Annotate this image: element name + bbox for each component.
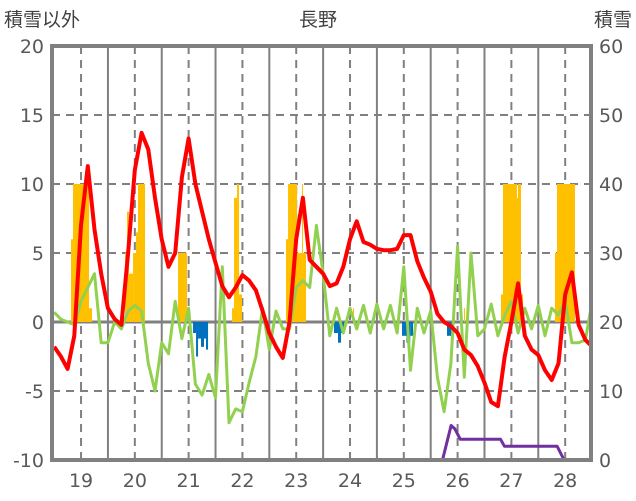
x-tick-label: 22: [230, 470, 254, 492]
right-tick-label: 10: [599, 381, 623, 403]
left-axis-title: 積雪以外: [4, 9, 80, 31]
blue-bar: [410, 322, 414, 336]
x-tick-label: 27: [499, 470, 523, 492]
blue-bar: [198, 322, 202, 339]
orange-bar: [237, 184, 240, 322]
orange-bar: [288, 184, 298, 322]
orange-bar: [518, 184, 521, 322]
chart-title: 長野: [299, 9, 337, 31]
plot-border: [50, 44, 593, 462]
blue-bar: [193, 322, 197, 334]
orange-bar: [557, 184, 575, 322]
x-tick-label: 20: [123, 470, 147, 492]
red-series-line: [52, 130, 593, 409]
blue-bar: [201, 322, 205, 347]
blue-bar: [334, 322, 339, 334]
right-tick-label: 60: [599, 36, 623, 58]
orange-bar: [234, 197, 238, 322]
orange-bar: [302, 184, 304, 322]
x-tick-label: 26: [446, 470, 470, 492]
right-axis-title: 積雪: [594, 9, 632, 31]
blue-bar: [338, 322, 342, 343]
right-tick-label: 40: [599, 174, 623, 196]
orange-bar: [136, 232, 139, 322]
left-tick-label: 0: [32, 312, 44, 334]
left-tick-label: -10: [13, 450, 44, 472]
left-tick-label: 5: [32, 243, 44, 265]
x-tick-label: 19: [69, 470, 93, 492]
right-tick-label: 50: [599, 105, 623, 127]
left-tick-label: 15: [20, 105, 44, 127]
orange-bar: [502, 184, 517, 322]
orange-bar: [133, 253, 137, 322]
orange-bar: [178, 253, 188, 322]
x-tick-label: 23: [284, 470, 308, 492]
orange-bar: [516, 197, 519, 322]
left-tick-label: 10: [20, 174, 44, 196]
orange-bar: [302, 253, 307, 322]
orange-bar: [232, 308, 235, 322]
orange-bar: [71, 239, 74, 322]
orange-bar: [89, 308, 93, 322]
grid: [52, 46, 591, 460]
blue-bar: [402, 322, 407, 336]
right-tick-label: 30: [599, 243, 623, 265]
x-tick-label: 21: [177, 470, 201, 492]
blue-bar: [196, 322, 199, 357]
bars: [71, 184, 575, 357]
x-tick-label: 28: [553, 470, 577, 492]
left-tick-label: -5: [25, 381, 44, 403]
blue-bar: [206, 322, 209, 350]
orange-bar: [239, 294, 243, 322]
orange-bar: [501, 294, 503, 322]
blue-bar: [204, 322, 207, 339]
orange-bar: [554, 253, 558, 322]
orange-bar: [297, 253, 303, 322]
series-lines: [52, 130, 593, 462]
x-tick-label: 25: [392, 470, 416, 492]
purple-series-line: [52, 424, 591, 462]
right-tick-label: 0: [599, 450, 611, 472]
orange-bar: [285, 239, 289, 322]
blue-bar: [446, 322, 453, 336]
orange-bar: [129, 273, 134, 322]
right-tick-label: 20: [599, 312, 623, 334]
orange-bar: [138, 184, 146, 322]
left-tick-label: 20: [20, 36, 44, 58]
x-tick-label: 24: [338, 470, 362, 492]
orange-bar: [463, 308, 466, 322]
